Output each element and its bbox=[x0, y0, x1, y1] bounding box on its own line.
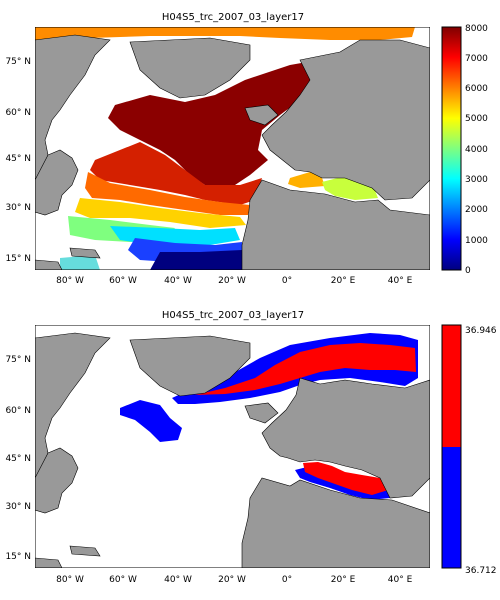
colorbar-tick-label: 2000 bbox=[465, 205, 488, 215]
colorbar-tick-label: 6000 bbox=[465, 84, 488, 94]
colorbar-tick-label: 3000 bbox=[465, 175, 488, 185]
lat-tick-label: 75° N bbox=[5, 355, 31, 365]
longitude-axis: 80° W 60° W 40° W 20° W 0° 20° E 40° E bbox=[56, 276, 412, 286]
greenland-land bbox=[129, 37, 251, 99]
north-america-east-land bbox=[35, 149, 79, 216]
colorbar-tick-label: 7000 bbox=[465, 54, 488, 64]
colorbar-bottom: 36.946 36.712 bbox=[441, 324, 497, 576]
lon-tick-label: 80° W bbox=[56, 575, 84, 585]
greenland-land bbox=[129, 335, 251, 397]
lat-tick-label: 60° N bbox=[5, 108, 31, 118]
lon-tick-label: 40° E bbox=[388, 575, 413, 585]
lat-tick-label: 15° N bbox=[5, 254, 31, 264]
colorbar-low-segment bbox=[442, 447, 461, 568]
land-masses bbox=[35, 332, 430, 568]
colorbar-tick-label: 4000 bbox=[465, 145, 488, 155]
lon-tick-label: 0° bbox=[282, 575, 292, 585]
colorbar-high-segment bbox=[442, 325, 461, 447]
lon-tick-label: 60° W bbox=[109, 575, 137, 585]
map-panel-bottom: H04S5_trc_2007_03_layer17 bbox=[5, 310, 496, 585]
south-america-land bbox=[35, 557, 63, 568]
lon-tick-label: 20° W bbox=[218, 276, 246, 286]
colorbar-tick-label: 36.946 bbox=[465, 326, 497, 336]
colorbar-tick-label: 0 bbox=[465, 266, 471, 276]
lat-tick-label: 45° N bbox=[5, 454, 31, 464]
binary-field bbox=[120, 333, 418, 500]
lon-tick-label: 20° E bbox=[331, 575, 356, 585]
colorbar-tick-label: 36.712 bbox=[465, 566, 497, 576]
europe-land bbox=[261, 39, 430, 201]
british-isles-land bbox=[244, 402, 279, 424]
lat-tick-label: 60° N bbox=[5, 406, 31, 416]
lon-tick-label: 80° W bbox=[56, 276, 84, 286]
lon-tick-label: 40° W bbox=[164, 276, 192, 286]
africa-land bbox=[241, 477, 430, 568]
colorbar-tick-label: 5000 bbox=[465, 114, 488, 124]
caribbean-islands-land bbox=[69, 247, 101, 259]
lat-tick-label: 45° N bbox=[5, 154, 31, 164]
europe-land bbox=[261, 377, 430, 499]
lon-tick-label: 60° W bbox=[109, 276, 137, 286]
land-masses bbox=[35, 34, 430, 270]
lon-tick-label: 0° bbox=[282, 276, 292, 286]
colorbar-tick-label: 8000 bbox=[465, 24, 488, 34]
colorbar-frame bbox=[441, 324, 462, 569]
map-panel-top: H04S5_trc_2007_03_layer17 bbox=[5, 12, 488, 286]
lon-tick-label: 20° E bbox=[331, 276, 356, 286]
lat-tick-label: 75° N bbox=[5, 57, 31, 67]
panel-title: H04S5_trc_2007_03_layer17 bbox=[162, 12, 304, 23]
north-america-east-land bbox=[35, 447, 79, 514]
lat-tick-label: 30° N bbox=[5, 203, 31, 213]
colorbar-gradient bbox=[441, 26, 462, 271]
colorbar-tick-label: 1000 bbox=[465, 236, 488, 246]
africa-land bbox=[241, 179, 430, 270]
lon-tick-label: 40° W bbox=[164, 575, 192, 585]
longitude-axis: 80° W 60° W 40° W 20° W 0° 20° E 40° E bbox=[56, 575, 412, 585]
lon-tick-label: 40° E bbox=[388, 276, 413, 286]
lat-tick-label: 15° N bbox=[5, 552, 31, 562]
british-isles-land bbox=[244, 104, 279, 126]
latitude-axis: 75° N 60° N 45° N 30° N 15° N bbox=[5, 57, 31, 264]
lat-tick-label: 30° N bbox=[5, 502, 31, 512]
panel-title: H04S5_trc_2007_03_layer17 bbox=[162, 310, 304, 321]
colorbar-top: 8000 7000 6000 5000 4000 3000 2000 1000 … bbox=[441, 24, 488, 276]
lon-tick-label: 20° W bbox=[218, 575, 246, 585]
south-america-land bbox=[35, 259, 63, 270]
caribbean-islands-land bbox=[69, 545, 101, 557]
latitude-axis: 75° N 60° N 45° N 30° N 15° N bbox=[5, 355, 31, 562]
